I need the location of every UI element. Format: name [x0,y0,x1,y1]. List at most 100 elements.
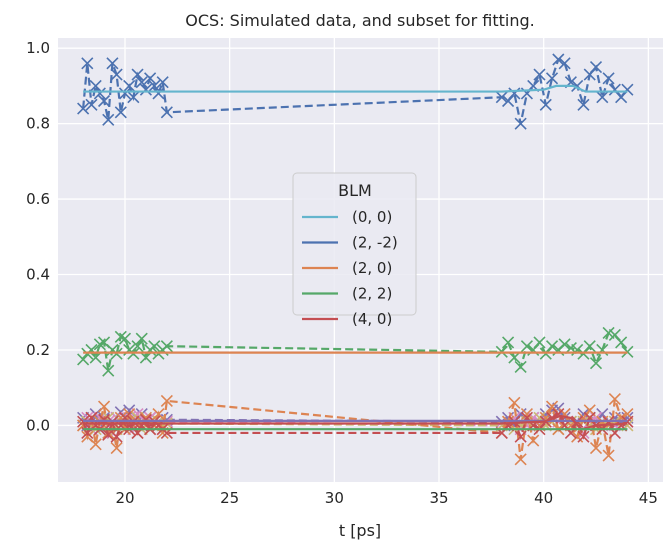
data-point-marker [577,430,590,443]
legend-entry-label: (0, 0) [352,208,392,226]
legend-entry-label: (2, -2) [352,234,398,252]
data-point-marker [152,87,165,100]
data-point-marker [514,360,527,374]
data-point-marker [89,351,102,364]
data-point-marker [97,400,111,413]
x-tick-label: 45 [639,489,658,507]
data-point-marker [144,72,157,85]
data-point-marker [110,68,123,81]
data-series [77,53,634,130]
data-point-marker [110,347,123,360]
data-point-marker [552,53,565,66]
data-point-marker [123,79,136,92]
data-point-marker [514,453,527,466]
data-point-marker [520,408,533,421]
data-point-marker [89,438,102,451]
data-point-marker [160,340,173,353]
data-point-marker [596,91,609,104]
chart-title: OCS: Simulated data, and subset for fitt… [185,11,534,30]
data-point-marker [160,106,173,119]
legend-title: BLM [338,181,372,200]
data-point-marker [539,347,552,360]
data-point-marker [527,434,540,447]
data-point-marker [514,430,527,443]
x-tick-label: 35 [429,489,448,507]
y-tick-label: 0.4 [26,266,50,284]
data-point-marker [131,340,144,353]
x-axis-label: t [ps] [339,521,381,540]
data-point-marker [135,76,148,89]
data-point-marker [608,392,621,406]
data-point-marker [615,336,628,349]
y-tick-label: 0.0 [26,416,50,434]
data-point-marker [589,357,603,370]
data-point-marker [97,94,111,108]
data-point-marker [114,106,127,119]
y-tick-label: 1.0 [26,39,50,57]
data-point-marker [508,396,521,409]
data-point-marker [93,338,106,351]
data-point-marker [139,351,152,364]
fit-line [83,84,628,93]
data-point-marker [558,338,571,351]
data-point-marker [520,340,533,353]
x-tick-label: 20 [115,489,134,507]
data-point-marker [139,83,152,96]
data-point-marker [508,351,521,364]
data-point-marker [502,94,515,108]
data-point-marker [621,345,634,358]
legend-entry-label: (2, 2) [352,285,392,303]
data-point-marker [533,68,546,81]
y-tick-label: 0.8 [26,115,50,133]
data-point-marker [148,79,161,92]
data-point-marker [577,347,590,360]
data-point-marker [615,91,628,104]
data-point-marker [110,430,123,443]
data-point-marker [160,394,173,407]
data-dashed-line [82,57,629,124]
data-point-marker [545,72,559,85]
data-point-marker [110,441,123,455]
x-tick-label: 30 [325,489,344,507]
data-point-marker [589,441,603,455]
y-tick-label: 0.6 [26,190,50,208]
data-point-marker [539,98,552,111]
data-point-marker [533,336,546,349]
data-point-marker [583,340,596,353]
data-point-marker [621,415,634,428]
data-point-marker [514,117,527,130]
y-tick-label: 0.2 [26,341,50,359]
data-point-marker [602,72,615,85]
data-point-marker [558,57,571,70]
data-point-marker [545,400,559,413]
data-point-marker [602,449,615,462]
x-tick-label: 40 [534,489,553,507]
data-point-marker [77,102,90,115]
legend-entry-label: (2, 0) [352,259,392,277]
data-point-marker [621,83,634,96]
data-point-marker [89,79,102,92]
data-point-marker [152,408,165,421]
data-point-marker [102,364,115,377]
legend-entry-label: (4, 0) [352,310,392,328]
data-point-marker [545,340,559,353]
data-point-marker [106,57,119,70]
data-point-marker [589,60,603,74]
data-point-marker [93,87,106,100]
x-tick-label: 25 [220,489,239,507]
data-point-marker [577,98,590,111]
data-point-marker [102,113,115,126]
data-point-marker [495,91,508,104]
data-point-marker [118,87,132,100]
legend: BLM (0, 0) (2, -2) (2, 0) (2, 2) (4, 0) [292,172,417,328]
data-point-marker [81,57,94,70]
data-point-marker [156,76,169,89]
data-point-marker [583,68,596,81]
data-point-marker [502,336,515,349]
legend-box [292,172,417,316]
data-point-marker [608,328,621,341]
data-point-marker [77,415,90,428]
data-point-marker [131,68,144,81]
